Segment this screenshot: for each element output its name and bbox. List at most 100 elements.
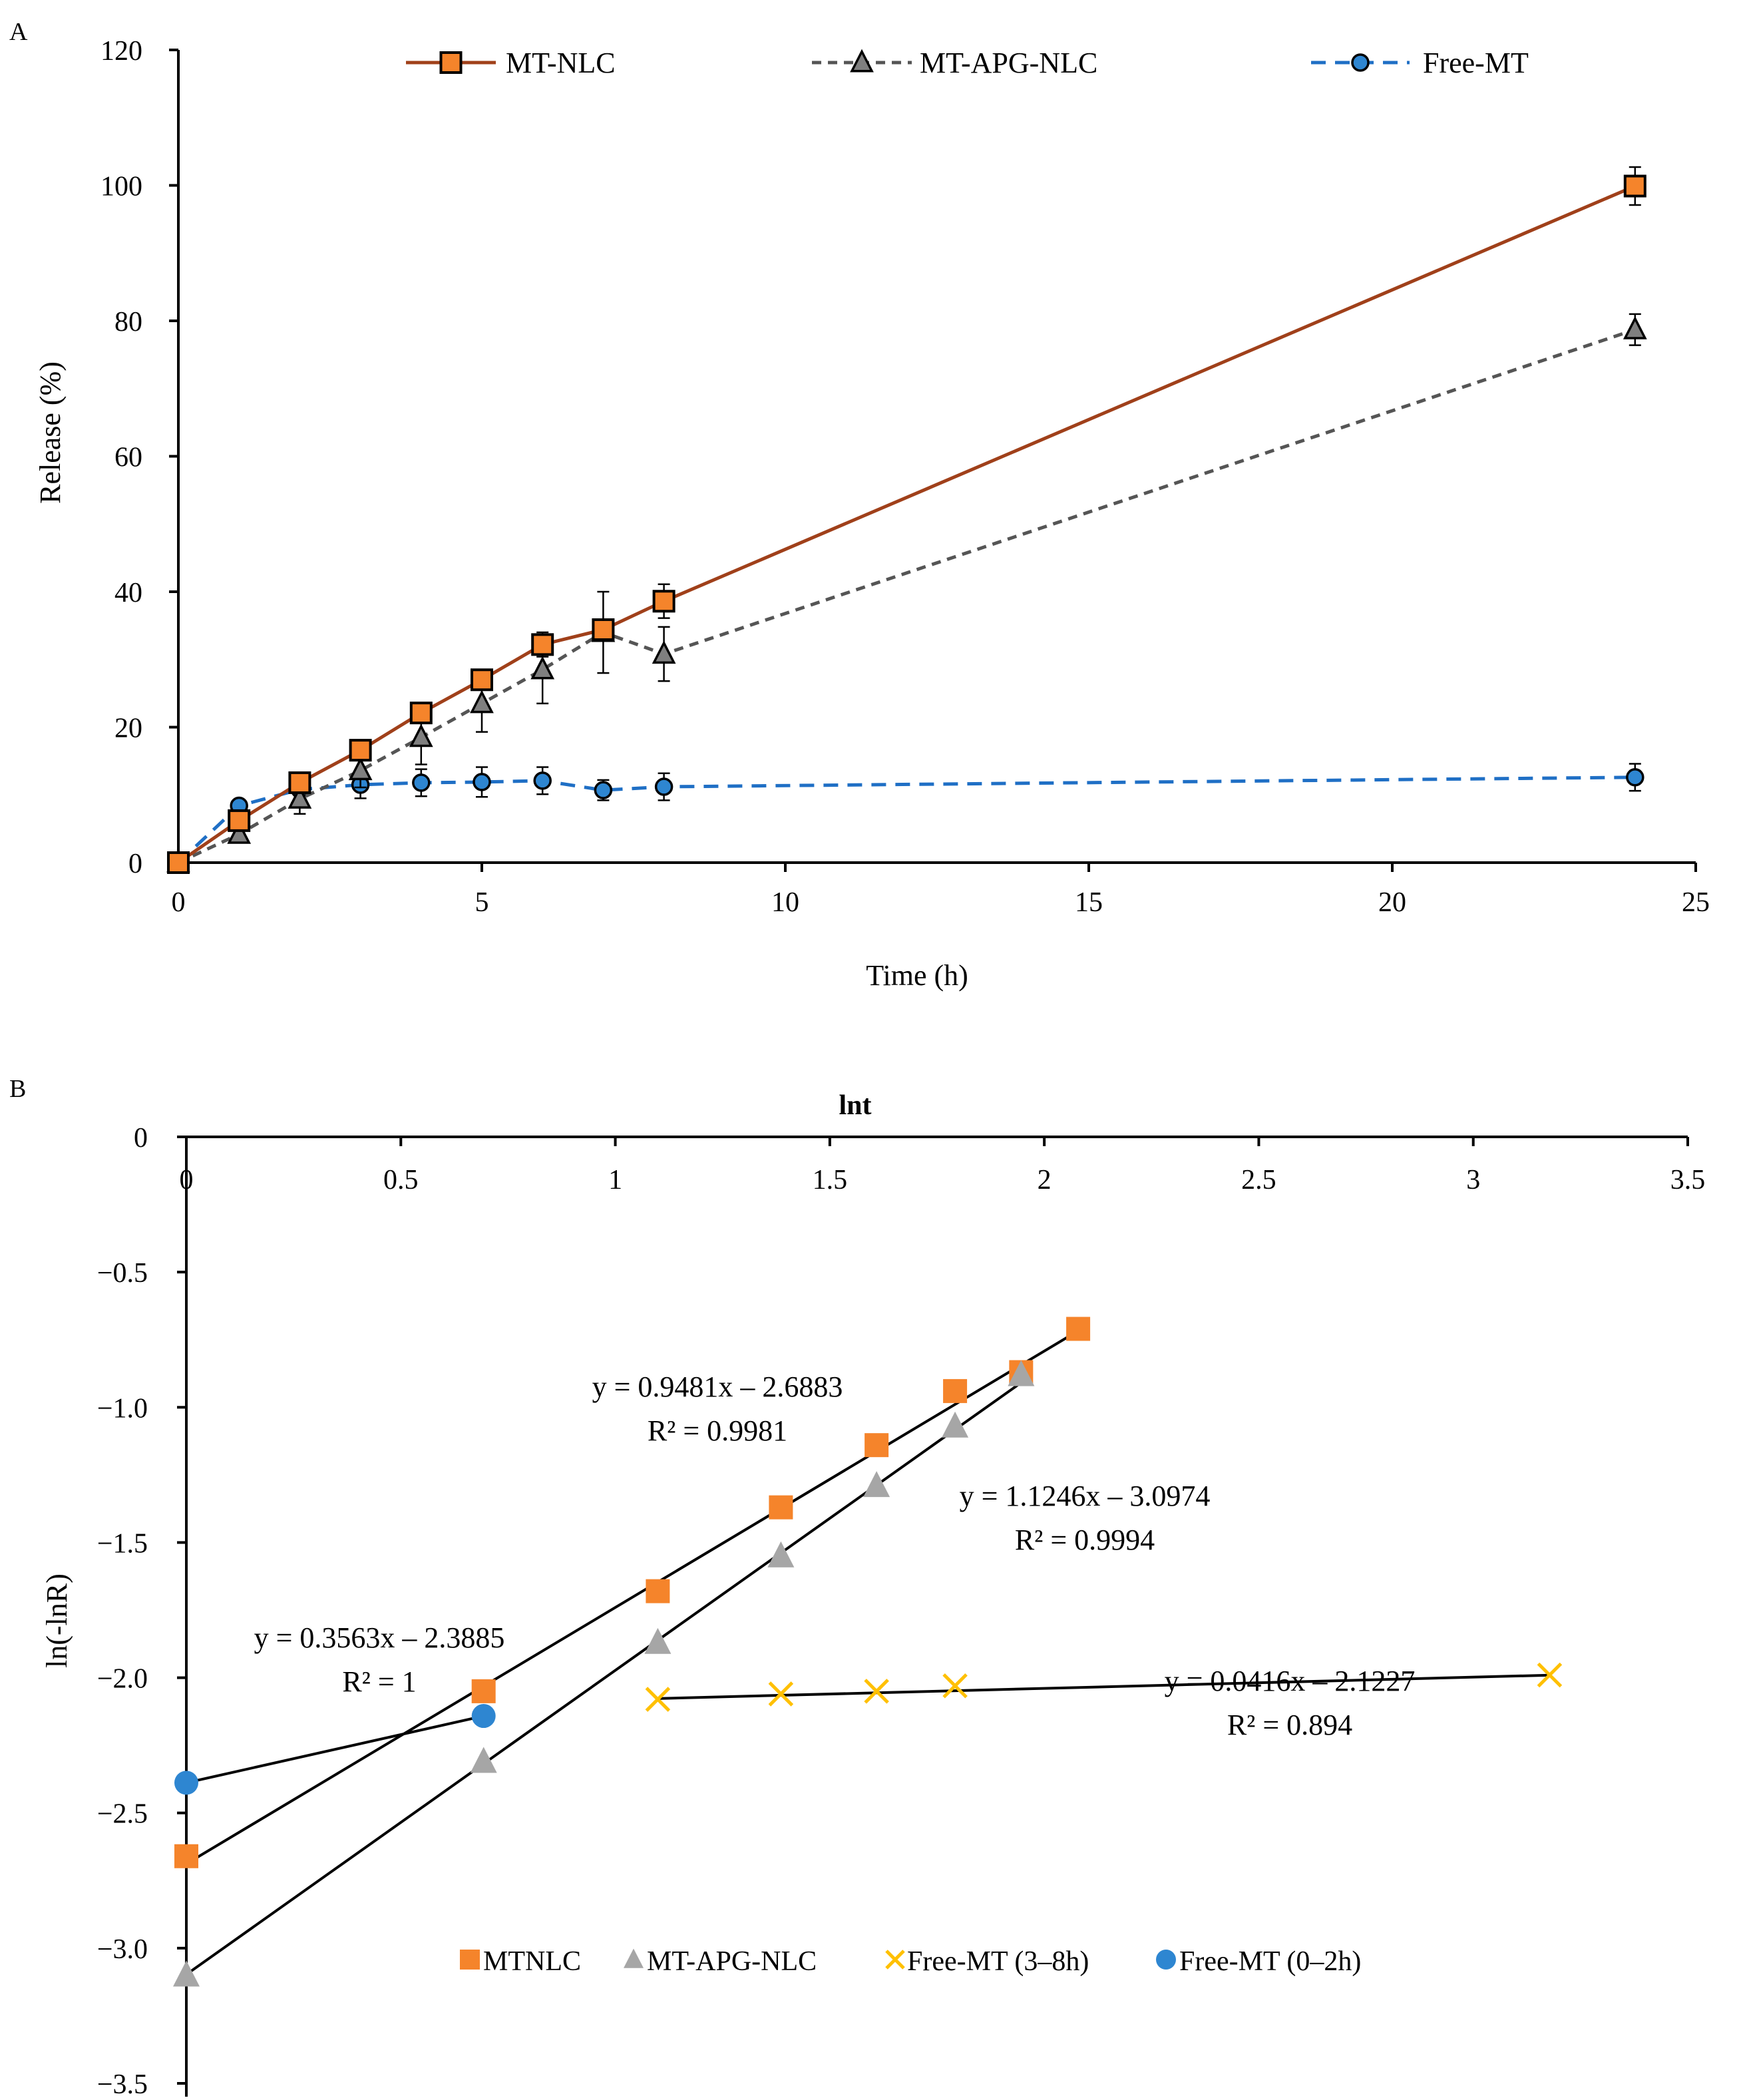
trendline [185,1329,1079,1865]
data-point [646,1579,670,1603]
y-tick-label: −1.0 [97,1393,148,1424]
x-tick-label: 3 [1466,1165,1480,1195]
x-tick-label: 0.5 [383,1165,419,1195]
y-tick-label: 100 [100,172,142,202]
legend-marker [1156,1950,1176,1970]
data-point [228,809,251,832]
data-point [348,757,373,781]
data-point [864,1679,889,1704]
x-tick-label: 1.5 [813,1165,848,1195]
y-tick-label: 20 [114,714,142,744]
x-tick-label: 25 [1682,887,1710,918]
data-point [409,724,433,747]
trendline-equation: y = 0.3563x – 2.3885 [254,1621,505,1654]
panel-b: B lnt ln(-lnR) 0 0.5 1 1.5 2 2.5 3 3.5 0 −0.5 −1.0… [9,1075,1705,2100]
legend-marker [885,1950,905,1970]
x-tick-label: 10 [771,887,799,918]
y-tick-label: 80 [114,307,142,337]
panel-a: A Time (h) Release (%) 0 5 10 15 20 25 0 20 40 60… [9,18,1710,992]
data-point [943,1378,968,1403]
data-point [533,771,552,790]
data-point [412,773,431,792]
x-tick-label: 15 [1075,887,1103,918]
data-point [942,1673,968,1699]
series-line [177,775,1635,864]
legend-marker [850,49,874,73]
data-point [470,1747,497,1773]
data-point [409,702,433,725]
data-point [768,1681,794,1707]
data-point [1008,1360,1035,1386]
data-point [288,771,311,794]
data-point [167,851,190,874]
data-point [769,1495,793,1520]
data-point [470,690,494,714]
data-point [767,1541,795,1568]
data-point [652,640,676,664]
plot-area: 0 5 10 15 20 25 0 20 40 60 80 100 120 [100,36,1710,918]
data-point [865,1433,889,1458]
data-point [644,1627,672,1654]
data-point [1623,315,1647,339]
x-tick-label: 0 [172,887,186,918]
y-axis-label: Release (%) [34,361,67,504]
legend: MT-NLC MT-APG-NLC Free-MT [406,47,1529,79]
legend-label: MT-APG-NLC [647,1946,817,1977]
data-point [173,1960,200,1987]
data-point [530,656,555,680]
x-axis-label: Time (h) [866,959,968,992]
y-tick-label: −3.0 [97,1934,148,1965]
y-tick-label: 0 [128,849,142,879]
y-tick-label: 0 [134,1123,148,1154]
data-point [471,1704,496,1729]
data-point [863,1471,890,1498]
x-axis-label: lnt [839,1090,871,1121]
data-point [652,590,676,613]
data-point [174,1771,198,1795]
data-point [227,820,252,844]
legend-label: MT-APG-NLC [920,47,1097,79]
x-tick-label: 20 [1378,887,1406,918]
data-point [594,781,613,799]
trendline-equation: y = 1.1246x – 3.0974 [960,1480,1211,1512]
data-point [942,1411,969,1438]
trendline-r2: R² = 0.9981 [648,1414,787,1447]
series-line [177,184,1636,865]
legend: MTNLC MT-APG-NLC Free-MT (3–8h) Free-MT (0–… [460,1946,1361,1977]
x-tick-label: 3.5 [1670,1165,1706,1195]
data-point [1537,1662,1563,1688]
trendline-equation: y = 0.0416x – 2.1227 [1165,1665,1416,1697]
trendline-r2: R² = 1 [342,1665,416,1698]
data-point [1066,1317,1091,1341]
data-point [471,668,493,692]
y-axis-label: ln(-lnR) [41,1574,73,1668]
y-tick-label: −2.5 [97,1799,148,1830]
panel-a-label: A [9,18,28,46]
data-point [1623,174,1646,198]
trendline-r2: R² = 0.9994 [1015,1524,1155,1556]
data-point [471,1679,496,1703]
legend-label: MTNLC [483,1946,581,1977]
data-point [1626,768,1644,787]
legend-label: Free-MT [1423,47,1529,79]
data-point [349,739,372,762]
data-point [654,777,674,796]
legend-marker [439,51,463,74]
x-tick-label: 1 [608,1165,622,1195]
x-tick-label: 2.5 [1241,1165,1276,1195]
trendline [185,1381,1022,1976]
y-tick-label: 40 [114,578,142,608]
legend-label: Free-MT (0–2h) [1179,1946,1361,1977]
legend-marker [624,1948,644,1968]
x-tick-label: 2 [1038,1165,1052,1195]
trendline-equation: y = 0.9481x – 2.6883 [592,1370,843,1403]
data-point [645,1687,671,1712]
y-tick-label: −3.5 [97,2069,148,2100]
legend-label: Free-MT (3–8h) [907,1946,1089,1977]
legend-marker [460,1950,480,1970]
data-point [174,1844,198,1868]
trendline [186,1715,484,1785]
trendline-r2: R² = 0.894 [1227,1709,1352,1741]
y-tick-label: −2.0 [97,1664,148,1695]
